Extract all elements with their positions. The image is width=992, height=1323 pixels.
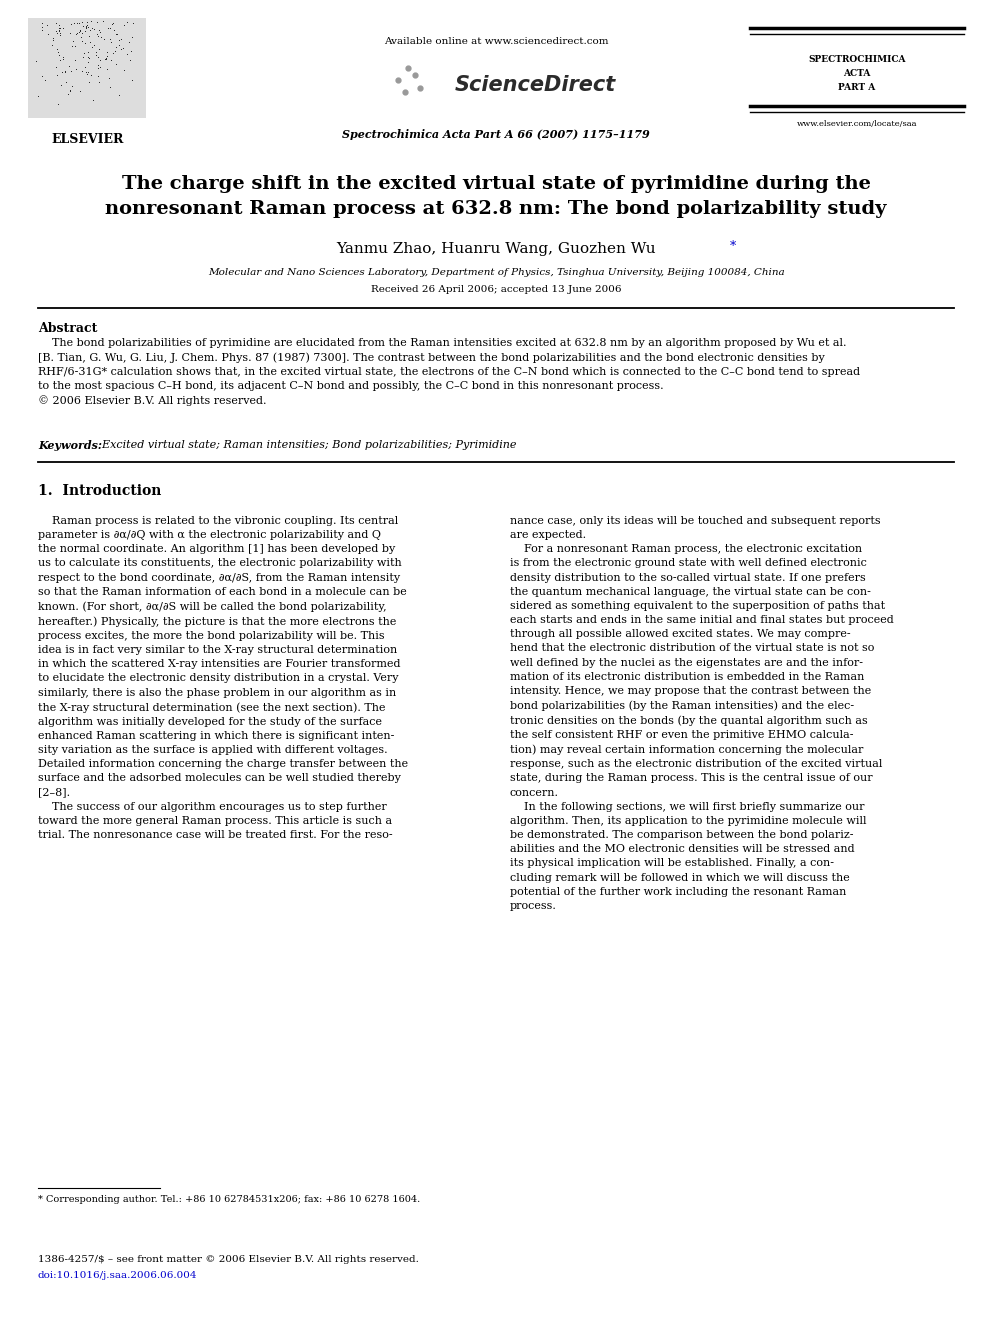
Text: SPECTROCHIMICA: SPECTROCHIMICA <box>808 56 906 64</box>
Text: The charge shift in the excited virtual state of pyrimidine during the: The charge shift in the excited virtual … <box>122 175 870 193</box>
Text: www.elsevier.com/locate/saa: www.elsevier.com/locate/saa <box>797 120 918 128</box>
Text: Raman process is related to the vibronic coupling. Its central
parameter is ∂α/∂: Raman process is related to the vibronic… <box>38 516 408 840</box>
Bar <box>28 19 146 118</box>
Text: nonresonant Raman process at 632.8 nm: The bond polarizability study: nonresonant Raman process at 632.8 nm: T… <box>105 200 887 218</box>
Text: Yanmu Zhao, Huanru Wang, Guozhen Wu: Yanmu Zhao, Huanru Wang, Guozhen Wu <box>336 242 656 255</box>
Text: * Corresponding author. Tel.: +86 10 62784531x206; fax: +86 10 6278 1604.: * Corresponding author. Tel.: +86 10 627… <box>38 1195 421 1204</box>
Text: doi:10.1016/j.saa.2006.06.004: doi:10.1016/j.saa.2006.06.004 <box>38 1271 197 1279</box>
Text: Received 26 April 2006; accepted 13 June 2006: Received 26 April 2006; accepted 13 June… <box>371 284 621 294</box>
Text: nance case, only its ideas will be touched and subsequent reports
are expected.
: nance case, only its ideas will be touch… <box>510 516 894 910</box>
Text: The bond polarizabilities of pyrimidine are elucidated from the Raman intensitie: The bond polarizabilities of pyrimidine … <box>38 337 860 406</box>
Text: Spectrochimica Acta Part A 66 (2007) 1175–1179: Spectrochimica Acta Part A 66 (2007) 117… <box>342 130 650 140</box>
Text: ELSEVIER: ELSEVIER <box>52 134 124 146</box>
Text: PART A: PART A <box>838 83 876 93</box>
Text: 1386-4257/$ – see front matter © 2006 Elsevier B.V. All rights reserved.: 1386-4257/$ – see front matter © 2006 El… <box>38 1256 419 1263</box>
Text: *: * <box>730 239 736 253</box>
Text: Abstract: Abstract <box>38 321 97 335</box>
Text: Molecular and Nano Sciences Laboratory, Department of Physics, Tsinghua Universi: Molecular and Nano Sciences Laboratory, … <box>207 269 785 277</box>
Text: ACTA: ACTA <box>843 69 871 78</box>
Text: Excited virtual state; Raman intensities; Bond polarizabilities; Pyrimidine: Excited virtual state; Raman intensities… <box>95 441 517 450</box>
Text: Available online at www.sciencedirect.com: Available online at www.sciencedirect.co… <box>384 37 608 46</box>
Text: ScienceDirect: ScienceDirect <box>455 75 616 95</box>
Text: 1.  Introduction: 1. Introduction <box>38 484 162 497</box>
Text: Keywords:: Keywords: <box>38 441 102 451</box>
